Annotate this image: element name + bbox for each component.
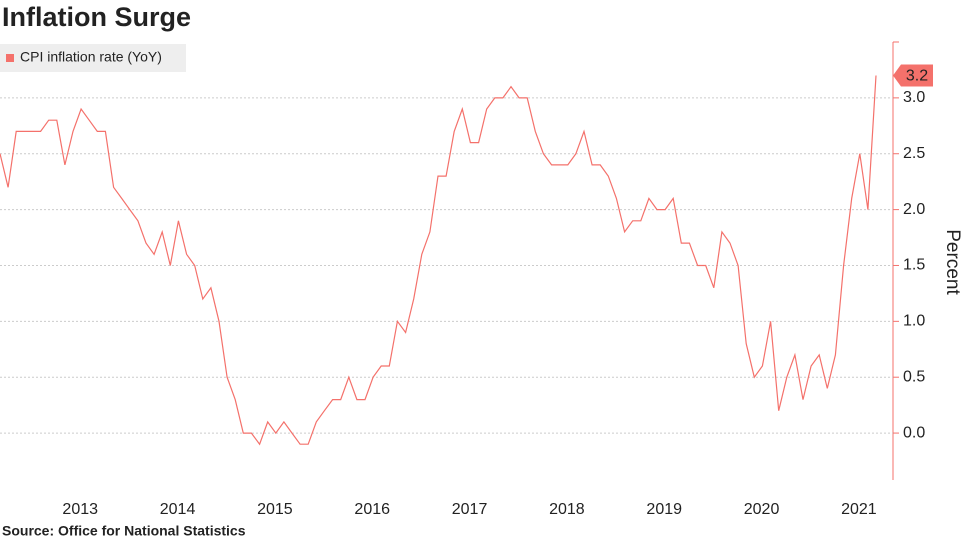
x-tick-label: 2020: [744, 501, 780, 518]
x-tick-label: 2016: [354, 501, 390, 518]
x-tick-label: 2014: [160, 501, 196, 518]
last-value-label: 3.2: [906, 68, 928, 85]
x-tick-label: 2021: [841, 501, 877, 518]
legend-box: [0, 44, 186, 72]
y-tick-label: 0.5: [903, 368, 925, 385]
y-tick-label: 2.0: [903, 201, 925, 218]
y-tick-label: 3.0: [903, 89, 925, 106]
x-tick-label: 2015: [257, 501, 293, 518]
y-tick-label: 1.5: [903, 257, 925, 274]
y-axis-title: Percent: [942, 229, 963, 295]
y-tick-label: 0.0: [903, 424, 925, 441]
legend-label: CPI inflation rate (YoY): [20, 49, 162, 65]
legend-swatch: [6, 54, 14, 62]
last-value-tag: [893, 64, 933, 87]
x-tick-label: 2018: [549, 501, 585, 518]
x-tick-label: 2013: [62, 501, 98, 518]
series-line: [0, 75, 877, 446]
source: Source: Office for National Statistics: [2, 523, 246, 539]
x-tick-label: 2019: [646, 501, 682, 518]
y-tick-label: 2.5: [903, 145, 925, 162]
chart-title: Inflation Surge: [2, 2, 191, 32]
x-tick-label: 2017: [452, 501, 488, 518]
y-tick-label: 1.0: [903, 313, 925, 330]
